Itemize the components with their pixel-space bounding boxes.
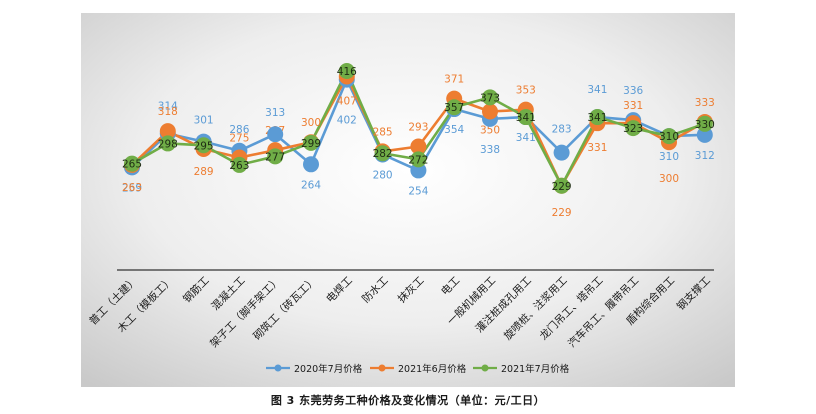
series-0-data-label: 259 (122, 182, 142, 194)
series-2-marker (303, 134, 319, 151)
plot-background (81, 13, 735, 387)
series-1-data-label: 300 (301, 117, 321, 129)
series-0-data-label: 336 (623, 85, 643, 97)
series-1-data-label: 371 (444, 74, 464, 86)
series-0-data-label: 254 (408, 185, 428, 197)
series-0-data-label: 314 (158, 101, 178, 113)
figure-caption: 图 3 东莞劳务工种价格及变化情况（单位：元/工日） (270, 394, 546, 407)
series-1-data-label: 275 (229, 133, 249, 145)
series-2-marker (625, 120, 642, 137)
data-labels: 259 314 301 286 313 264 402 280 254 354 338 341 283 3… (122, 74, 715, 219)
series-2-marker (446, 99, 463, 116)
series-1-data-label: 331 (587, 142, 607, 154)
series-1-marker (159, 123, 176, 140)
series-markers: 265 298 295 263 277 299 416 282 272 357 373 341 229 3… (122, 63, 715, 194)
series-2-data-label: 416 (337, 66, 357, 78)
series-2-marker (338, 63, 355, 79)
series-1-marker (482, 103, 498, 120)
series-2-marker (231, 156, 248, 173)
series-2-data-label: 341 (587, 112, 607, 124)
series-2-data-label: 295 (194, 140, 214, 152)
series-2-data-label: 272 (408, 154, 428, 166)
series-1-data-label: 289 (194, 166, 214, 178)
series-1-data-label: 300 (659, 173, 679, 185)
series-0-data-label: 338 (480, 144, 500, 156)
series-2-data-label: 330 (695, 119, 715, 131)
series-0-marker (410, 162, 427, 179)
series-2-data-label: 277 (265, 151, 285, 163)
line-chart: 259 314 301 286 313 264 402 280 254 354 338 341 283 3… (81, 13, 735, 387)
series-2-marker (589, 109, 606, 126)
series-1-data-label: 353 (516, 85, 536, 97)
series-2-marker (159, 135, 176, 152)
series-0-data-label: 402 (337, 115, 357, 127)
legend-marker-0 (274, 364, 282, 372)
series-2-data-label: 229 (552, 181, 572, 193)
series-2-marker (553, 177, 570, 194)
series-1-data-label: 407 (337, 96, 357, 108)
series-0-data-label: 354 (444, 124, 464, 136)
series-2-data-label: 357 (444, 102, 464, 114)
series-2-marker (195, 137, 212, 154)
series-2-marker (517, 109, 534, 126)
series-2-data-label: 263 (229, 160, 249, 172)
series-2-data-label: 265 (122, 159, 142, 171)
series-1-data-label: 318 (158, 106, 178, 118)
plot-panel: 259 314 301 286 313 264 402 280 254 354 338 341 283 3… (81, 13, 735, 387)
series-0-marker (303, 156, 319, 173)
legend-label-1: 2021年6月价格 (398, 363, 467, 375)
series-0-data-label: 341 (516, 132, 536, 144)
series-0-marker (553, 144, 570, 161)
series-0-data-label: 280 (373, 169, 393, 181)
legend-marker-2 (481, 364, 489, 372)
series-1-data-label: 285 (373, 126, 393, 138)
series-0-data-label: 341 (587, 84, 607, 96)
series-2-data-label: 298 (158, 138, 178, 150)
series-1-data-label: 293 (408, 121, 428, 133)
series-0-data-label: 313 (265, 107, 285, 119)
legend-marker-1 (378, 364, 386, 372)
series-0-marker (267, 126, 284, 143)
series-2-data-label: 299 (301, 138, 321, 150)
series-0-data-label: 283 (552, 124, 572, 136)
series-2-data-label: 310 (659, 131, 679, 143)
series-0-data-label: 264 (301, 179, 321, 191)
series-2-data-label: 341 (516, 112, 536, 124)
series-2-marker (267, 148, 284, 165)
series-1-marker (410, 138, 427, 155)
legend: 2020年7月价格 2021年6月价格 2021年7月价格 (266, 363, 570, 375)
series-2-marker (696, 115, 713, 132)
series-2-marker (410, 151, 427, 168)
series-0-data-label: 312 (695, 150, 715, 162)
series-2-marker (661, 128, 677, 145)
series-2-marker (482, 89, 498, 106)
series-1-data-label: 229 (552, 207, 572, 219)
series-1-data-label: 333 (695, 97, 715, 109)
series-1-data-label: 350 (480, 125, 500, 137)
series-2-data-label: 373 (480, 92, 500, 104)
series-2-marker (374, 145, 391, 162)
series-1-data-label: 331 (623, 100, 643, 112)
legend-label-0: 2020年7月价格 (294, 363, 363, 375)
legend-label-2: 2021年7月价格 (501, 363, 570, 375)
series-0-data-label: 301 (194, 115, 214, 127)
series-0-data-label: 310 (659, 151, 679, 163)
series-2-data-label: 282 (373, 148, 393, 160)
series-2-marker (124, 155, 140, 172)
series-0-marker (696, 126, 713, 143)
series-0-data-label: 286 (229, 124, 249, 136)
series-2-data-label: 323 (623, 123, 643, 135)
series-1-data-label: 263 (122, 182, 142, 194)
